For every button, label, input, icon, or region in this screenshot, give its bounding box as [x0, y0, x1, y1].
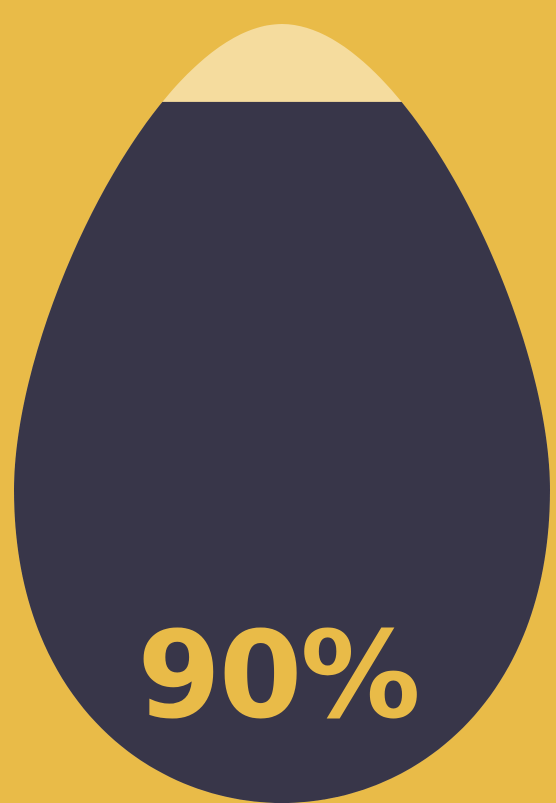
progress-percent-label: 90%: [137, 607, 420, 746]
egg-fill-level: [14, 101, 550, 803]
